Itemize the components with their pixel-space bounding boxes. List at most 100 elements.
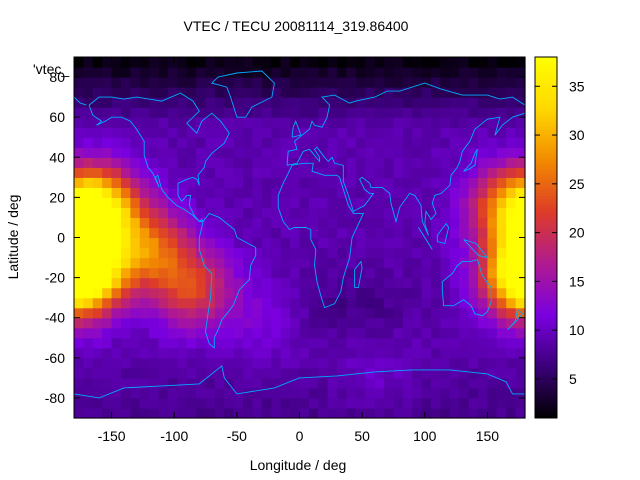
heatmap-cell [167, 237, 178, 249]
heatmap-cell [74, 327, 84, 339]
heatmap-cell [177, 267, 188, 279]
heatmap-cell [384, 117, 395, 128]
heatmap-cell [478, 277, 489, 289]
heatmap-cell [177, 107, 188, 118]
heatmap-cell [186, 327, 197, 339]
heatmap-cell [261, 387, 272, 399]
heatmap-cell [290, 247, 301, 259]
heatmap-cell [299, 187, 310, 198]
heatmap-cell [280, 157, 291, 168]
heatmap-cell [318, 77, 329, 88]
heatmap-cell [186, 227, 197, 239]
heatmap-cell [299, 267, 310, 279]
heatmap-cell [149, 167, 160, 178]
heatmap-cell [196, 247, 207, 259]
heatmap-cell [346, 407, 357, 419]
heatmap-cell [468, 377, 479, 389]
heatmap-cell [139, 347, 150, 359]
heatmap-cell [111, 387, 122, 399]
heatmap-cell [214, 297, 225, 309]
heatmap-cell [374, 187, 385, 198]
heatmap-cell [506, 337, 517, 349]
heatmap-cell [365, 107, 376, 118]
heatmap-cell [102, 157, 113, 168]
heatmap-cell [459, 217, 470, 229]
heatmap-cell [261, 227, 272, 239]
heatmap-cell [149, 397, 160, 409]
heatmap-cell [261, 197, 272, 209]
heatmap-cell [83, 327, 94, 339]
heatmap-cell [355, 357, 366, 369]
heatmap-cell [139, 257, 150, 269]
heatmap-cell [487, 157, 498, 168]
heatmap-cell [393, 317, 404, 329]
heatmap-cell [139, 317, 150, 329]
heatmap-cell [205, 317, 216, 329]
heatmap-cell [120, 217, 131, 229]
heatmap-cell [167, 287, 178, 299]
heatmap-cell [177, 197, 188, 209]
heatmap-cell [111, 117, 122, 128]
heatmap-cell [111, 307, 122, 319]
heatmap-cell [318, 217, 329, 229]
heatmap-cell [412, 67, 423, 78]
colorbar-segment [535, 345, 557, 350]
heatmap-cell [120, 227, 131, 239]
heatmap-cell [346, 247, 357, 259]
heatmap-cell [120, 127, 131, 138]
heatmap-cell [130, 317, 141, 329]
heatmap-cell [158, 387, 169, 399]
heatmap-cell [384, 307, 395, 319]
heatmap-cell [487, 357, 498, 369]
heatmap-cell [318, 257, 329, 269]
heatmap-cell [205, 387, 216, 399]
heatmap-cell [261, 217, 272, 229]
heatmap-cell [252, 227, 263, 239]
heatmap-cell [271, 77, 282, 88]
heatmap-cell [149, 367, 160, 379]
heatmap-cell [337, 317, 348, 329]
heatmap-cell [355, 137, 366, 148]
heatmap-cell [177, 77, 188, 88]
heatmap-cell [92, 157, 103, 168]
heatmap-cell [496, 287, 507, 299]
heatmap-cell [139, 277, 150, 289]
heatmap-cell [74, 367, 84, 379]
heatmap-cell [440, 297, 451, 309]
heatmap-cell [252, 87, 263, 98]
heatmap-cell [421, 377, 432, 389]
heatmap-cell [214, 407, 225, 419]
heatmap-cell [355, 187, 366, 198]
heatmap-cell [308, 317, 319, 329]
colorbar-segment [535, 114, 557, 118]
colorbar-segment [535, 402, 557, 407]
heatmap-cell [393, 337, 404, 349]
heatmap-cell [120, 67, 131, 78]
heatmap-cell [149, 307, 160, 319]
heatmap-cell [449, 387, 460, 399]
heatmap-cell [478, 137, 489, 148]
heatmap-cell [449, 317, 460, 329]
heatmap-cell [515, 67, 526, 78]
heatmap-cell [449, 237, 460, 249]
heatmap-cell [290, 227, 301, 239]
heatmap-cell [374, 147, 385, 158]
heatmap-cell [83, 207, 94, 219]
heatmap-cell [299, 407, 310, 419]
heatmap-cell [243, 297, 254, 309]
heatmap-cell [224, 307, 235, 319]
heatmap-cell [346, 367, 357, 379]
heatmap-cell [515, 377, 526, 389]
heatmap-cell [224, 227, 235, 239]
heatmap-cell [384, 67, 395, 78]
heatmap-cell [421, 347, 432, 359]
heatmap-cell [384, 367, 395, 379]
heatmap-cell [280, 397, 291, 409]
heatmap-cell [102, 327, 113, 339]
heatmap-cell [478, 257, 489, 269]
heatmap-cell [280, 197, 291, 209]
colorbar-segment [535, 108, 557, 112]
heatmap-cell [478, 397, 489, 409]
heatmap-cell [120, 377, 131, 389]
heatmap-cell [374, 397, 385, 409]
